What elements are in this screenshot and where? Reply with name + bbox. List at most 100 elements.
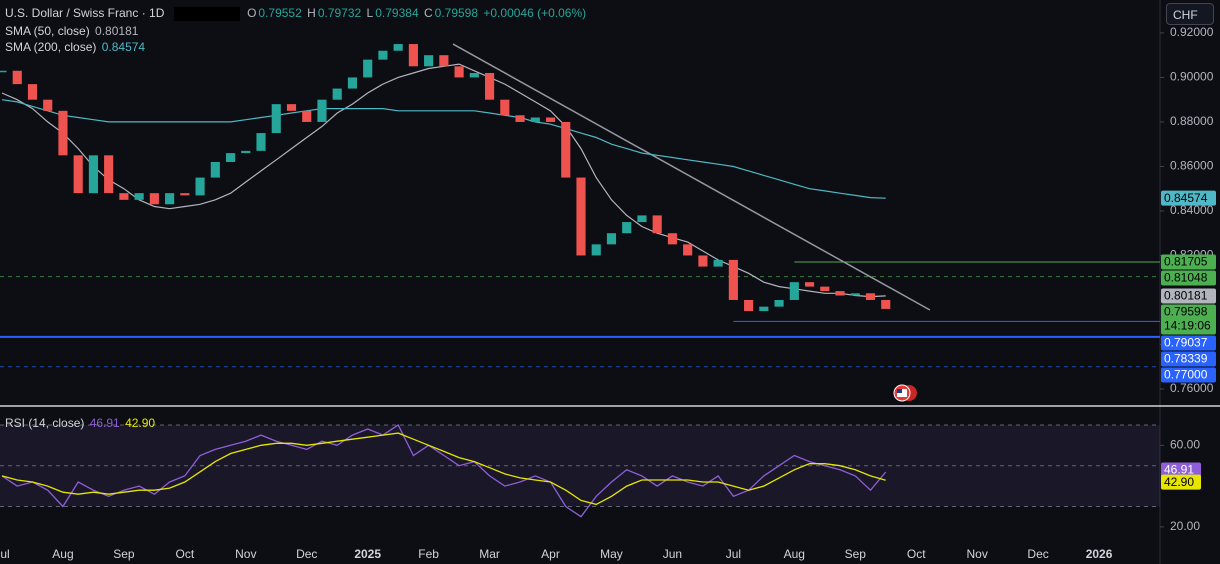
x-tick-label: Feb [418,547,439,561]
candle [561,121,571,178]
candle [500,99,510,116]
candle [12,70,22,85]
candle [820,286,830,292]
legend-entry: SMA (200, close) 0.84574 [5,40,147,54]
price-tag [1161,288,1216,304]
ohlc-key: L [366,6,374,20]
candle [865,293,876,300]
candle [759,306,769,312]
ohlc-key: C [423,6,433,20]
candle [104,155,114,194]
candle [180,193,190,196]
ohlc-key: H [307,6,316,20]
x-tick-label: Aug [52,547,73,561]
x-tick-label: Dec [1027,547,1048,561]
change: +0.00046 (+0.06%) [483,6,587,20]
x-tick-label: Aug [784,547,805,561]
price-tag [1161,190,1216,206]
price-tag [1161,351,1216,367]
x-tick-label: 2025 [354,547,381,561]
candle [835,291,845,296]
price-tag [1161,335,1216,351]
candle [210,162,220,178]
candle [424,55,434,67]
price-tag-label: 0.84574 [1164,191,1208,205]
candle [469,72,479,78]
candle [545,117,556,122]
rsi-line [1,423,887,518]
y-tick-label: 60.00 [1170,437,1200,451]
x-tick-label: Nov [235,547,256,561]
rsi-title: RSI (14, close) [5,416,85,430]
candle [637,215,647,223]
candle [804,282,815,287]
y-tick-label: 0.90000 [1170,70,1214,84]
legend-value: 46.91 [89,416,120,430]
rsi-tag-label: 42.90 [1164,475,1194,489]
x-tick-label: Oct [176,547,195,561]
candle [393,44,403,51]
price-tag-label: 0.81705 [1164,255,1208,269]
x-tick-label: Mar [479,547,500,561]
currency-button[interactable]: CHF [1166,3,1214,25]
candle [728,259,738,300]
candle [317,99,327,122]
candle [576,177,586,256]
ohlc-value: 0.79552 [258,6,302,20]
sma-line [1,63,886,298]
candle [789,282,799,300]
symbol-legend: U.S. Dollar / Swiss Franc · 1D O 0.79552 … [5,6,588,21]
candle [850,293,860,296]
x-tick-label: Oct [907,547,926,561]
price-tag [1161,304,1216,335]
candle [88,155,98,194]
candle [27,84,38,100]
x-tick-label: May [600,547,623,561]
x-tick-label: Jun [663,547,682,561]
x-tick-label: Jul [0,547,10,561]
candle [744,299,754,312]
x-tick-label: Nov [966,547,987,561]
y-tick-label: 20.00 [1170,519,1200,533]
ohlc-value: 0.79732 [317,6,362,20]
candle [378,50,388,60]
countdown: 14:19:06 [1164,319,1211,333]
candle [286,104,297,111]
x-tick-label: Dec [296,547,317,561]
legend-label: SMA (50, close) [5,24,90,38]
x-tick-label: Jul [726,547,741,561]
candle [667,233,677,245]
candle [881,299,891,309]
candle [774,299,784,307]
candle [73,155,83,194]
trendline [452,43,931,311]
price-tag [1161,270,1216,286]
x-tick-label: Sep [113,547,135,561]
y-tick-label: 0.88000 [1170,114,1214,128]
ohlc-value: 0.79384 [375,6,419,20]
candle [241,150,251,154]
legend-label: SMA (200, close) [5,40,97,54]
price-tag-label: 0.79037 [1164,336,1208,350]
sma-line [1,99,886,199]
rsi-legend: RSI (14, close) 46.91 42.90 [5,416,157,430]
candle [149,193,159,205]
price-tag-label: 0.80181 [1164,289,1208,303]
candle [332,88,342,100]
price-tag-label: 0.81048 [1164,271,1208,285]
candle [58,110,68,156]
legend-value: 0.84574 [101,40,146,54]
price-tag-label: 0.79598 [1164,305,1208,319]
y-tick-label: 0.92000 [1170,25,1214,39]
candle [195,177,205,196]
candle [119,193,129,200]
candle [271,104,281,134]
candle [591,244,601,256]
symbol: U.S. Dollar / Swiss Franc · 1D [5,6,165,20]
candle [225,153,236,162]
rsi-tag [1161,462,1201,478]
rsi-tag [1161,474,1201,490]
candle [652,215,662,234]
